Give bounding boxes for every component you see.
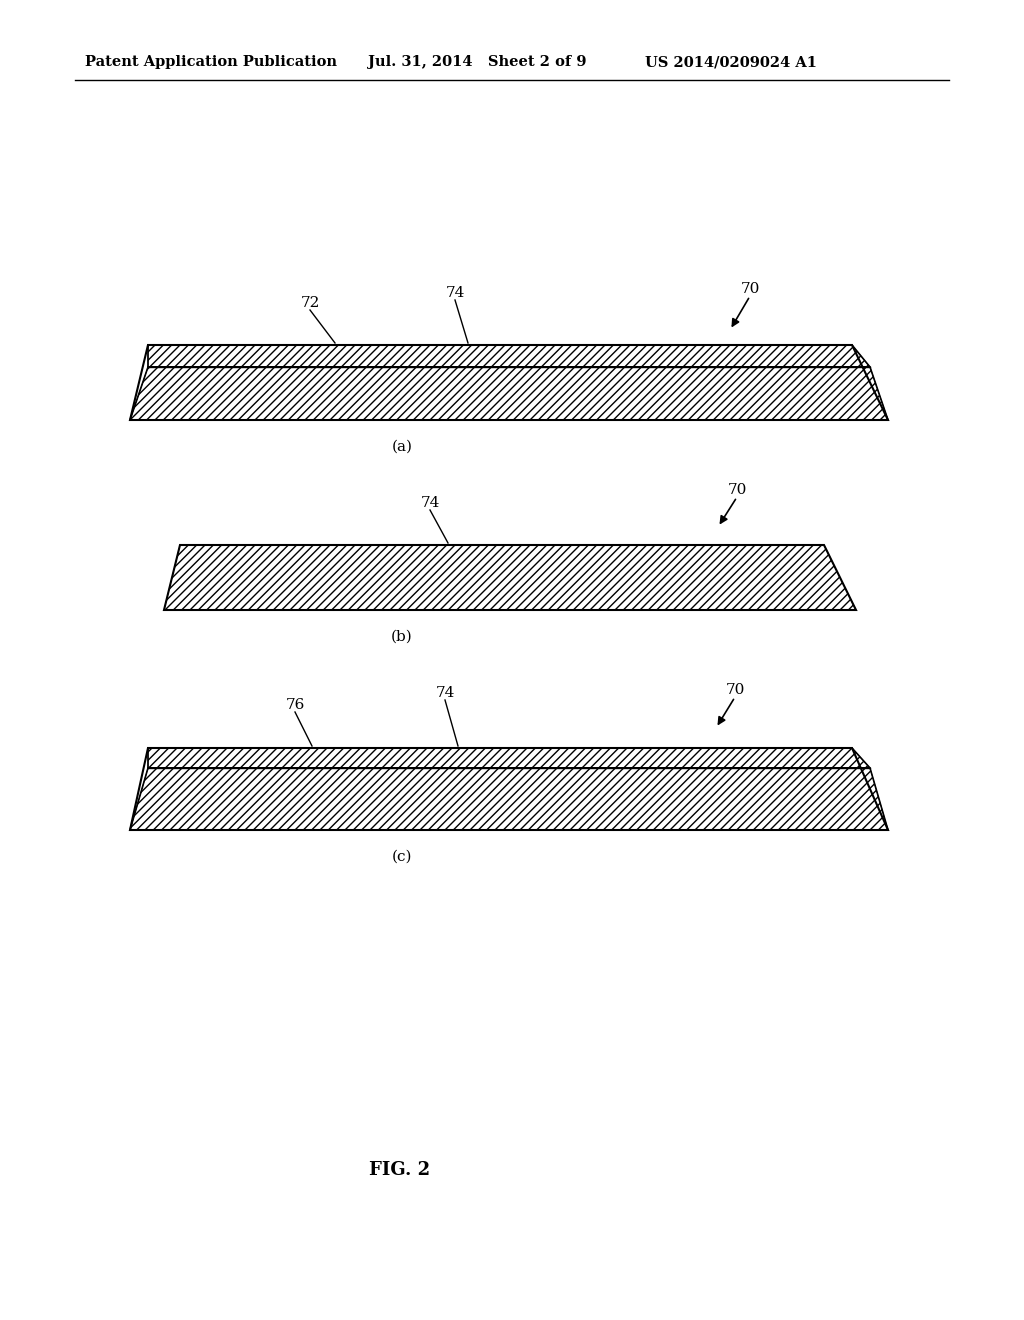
Text: 76: 76	[286, 698, 305, 711]
Text: 70: 70	[740, 282, 760, 296]
Text: Patent Application Publication: Patent Application Publication	[85, 55, 337, 69]
Text: (c): (c)	[392, 850, 413, 865]
Text: Jul. 31, 2014   Sheet 2 of 9: Jul. 31, 2014 Sheet 2 of 9	[368, 55, 587, 69]
Polygon shape	[130, 768, 888, 830]
Text: 74: 74	[435, 686, 455, 700]
Polygon shape	[130, 367, 888, 420]
Text: 72: 72	[300, 296, 319, 310]
Text: (b): (b)	[391, 630, 413, 644]
Text: 70: 70	[727, 483, 746, 498]
Text: 70: 70	[725, 682, 744, 697]
Polygon shape	[164, 545, 856, 610]
Text: 74: 74	[420, 496, 439, 510]
Text: 74: 74	[445, 286, 465, 300]
Polygon shape	[148, 748, 870, 768]
Polygon shape	[148, 345, 870, 367]
Text: US 2014/0209024 A1: US 2014/0209024 A1	[645, 55, 817, 69]
Text: FIG. 2: FIG. 2	[370, 1162, 430, 1179]
Text: (a): (a)	[391, 440, 413, 454]
